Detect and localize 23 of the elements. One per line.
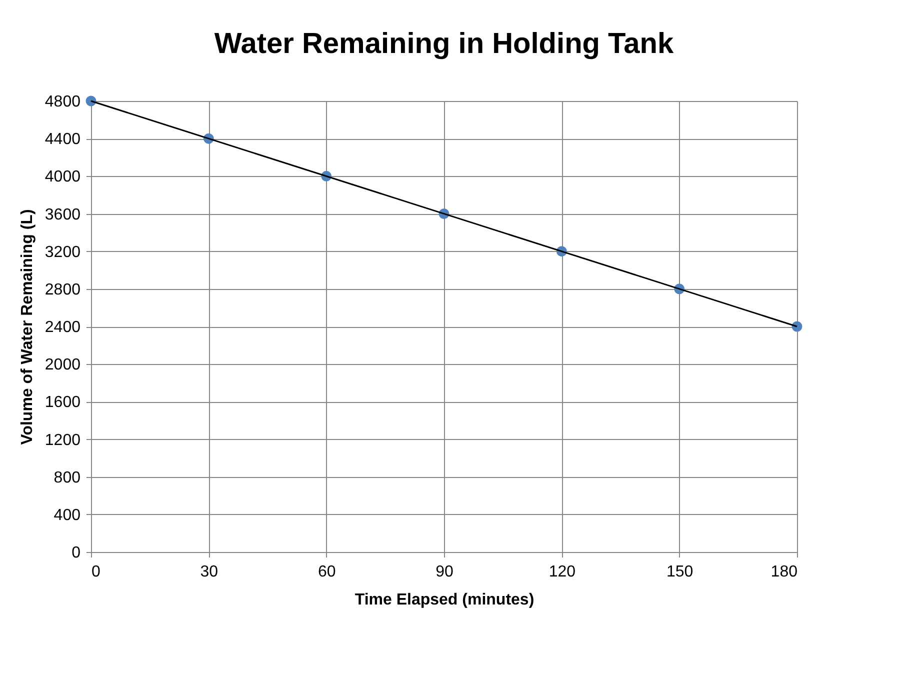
y-tick-label: 1200 xyxy=(44,432,81,449)
x-tick-label: 30 xyxy=(200,564,218,580)
x-tick-label: 60 xyxy=(318,564,336,580)
y-tick-label: 4800 xyxy=(44,94,81,110)
x-axis-title: Time Elapsed (minutes) xyxy=(354,592,534,608)
y-tick-label: 2400 xyxy=(44,319,81,336)
x-tick-label: 180 xyxy=(770,564,798,580)
y-tick-label: 4000 xyxy=(44,168,81,186)
y-tick-label: 800 xyxy=(54,469,81,486)
x-tick-label: 120 xyxy=(548,564,576,580)
x-tick-label: 0 xyxy=(92,564,100,580)
y-tick-label: 2800 xyxy=(44,281,81,298)
x-tick-label: 90 xyxy=(436,564,454,580)
chart-title: Water Remaining in Holding Tank xyxy=(214,28,674,60)
y-tick-label: 400 xyxy=(54,506,81,524)
y-tick-label: 3200 xyxy=(44,244,81,261)
y-tick-label: 1600 xyxy=(44,394,81,412)
y-axis-title: Volume of Water Remaining (L) xyxy=(18,209,36,445)
y-tick-label: 3600 xyxy=(44,206,81,224)
y-tick-label: 4400 xyxy=(44,131,81,148)
y-tick-label: 2000 xyxy=(44,356,81,374)
y-tick-label: 0 xyxy=(72,544,81,562)
x-tick-label: 150 xyxy=(666,564,694,580)
